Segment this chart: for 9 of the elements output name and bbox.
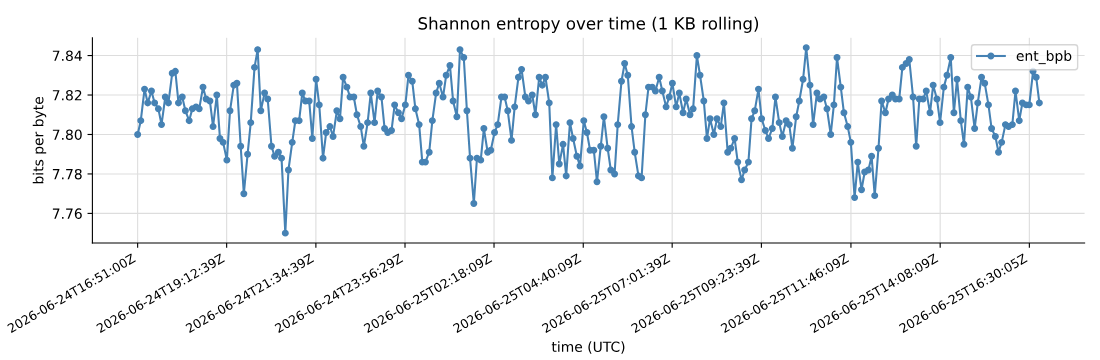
chart-title: Shannon entropy over time (1 KB rolling) xyxy=(418,16,759,33)
x-axis-title: time (UTC) xyxy=(551,341,625,354)
y-axis-title: bits per byte xyxy=(32,97,47,184)
y-tick-label: 7.76 xyxy=(52,208,82,219)
y-tick-label: 7.82 xyxy=(52,89,82,101)
legend-label: ent_bpb xyxy=(1016,50,1072,65)
y-tick-label: 7.80 xyxy=(52,129,82,140)
y-tick-label: 7.78 xyxy=(52,168,82,180)
y-tick-label: 7.84 xyxy=(52,50,82,62)
